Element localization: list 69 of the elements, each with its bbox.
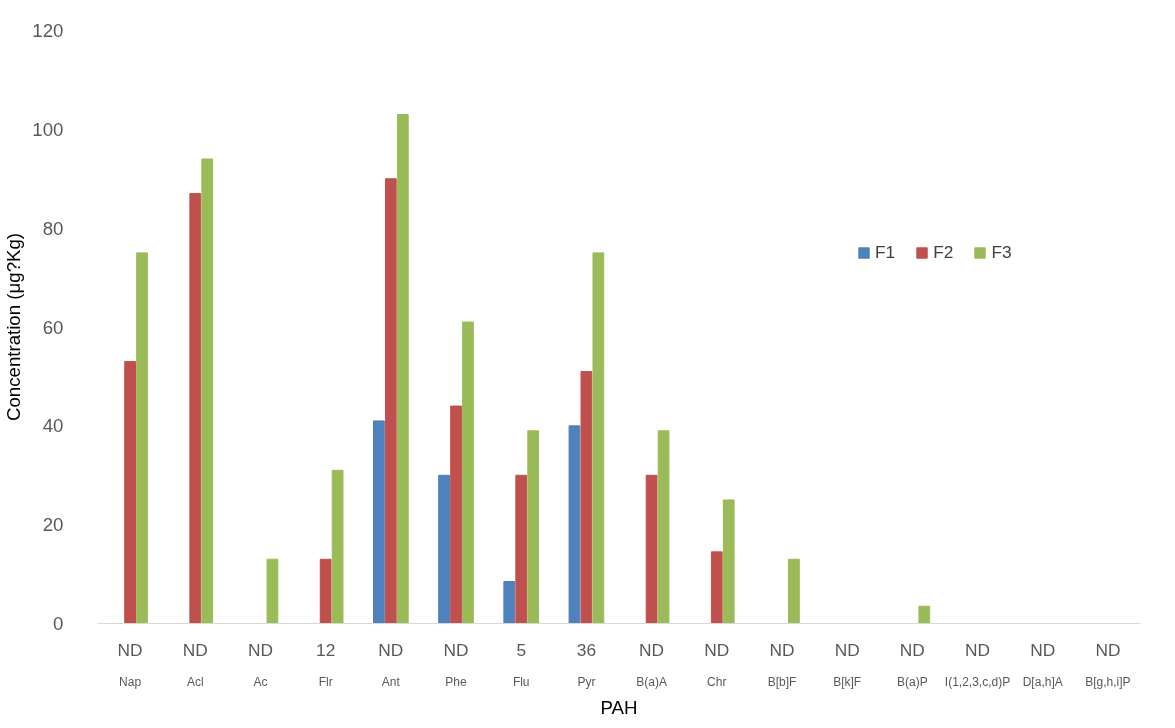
y-tick-label: 120 [32,20,64,41]
y-tick-label: 0 [53,613,64,634]
x-tick-label: Ant [381,674,401,689]
text: ND [639,639,665,660]
x-tick-label: B[g,h,i]P [1085,674,1131,689]
bar [384,178,397,624]
x-tick-label: Chr [707,674,727,689]
x-axis-title: PAH [600,696,638,718]
text: ND [117,639,143,660]
text: ND [834,639,860,660]
bar [580,370,593,624]
legend-label: F1 [875,242,896,263]
bar [788,558,800,624]
bar [462,321,474,624]
text: ND [378,639,404,660]
text: ND [247,639,273,660]
x-tick-label: B[k]F [833,674,862,689]
legend-label: F3 [991,242,1012,263]
text: 5 [516,639,527,660]
bar [527,430,540,624]
x-tick-label: B(a)A [636,674,667,689]
bar [645,474,658,624]
text: ND [1030,639,1056,660]
y-tick-label: 20 [42,514,64,536]
bar [503,581,516,624]
bar [189,193,202,624]
x-tick-label: Acl [186,674,204,689]
y-tick-label: 100 [32,118,64,140]
text: 12 [316,639,336,660]
bar [319,558,332,624]
text: ND [899,639,925,660]
text: ND [769,639,795,660]
bar [124,361,136,624]
x-tick-label: Flu [512,674,530,689]
bar [568,425,581,624]
text: 36 [576,639,597,660]
bar [515,474,528,624]
legend-label: F2 [933,242,954,263]
bar [373,420,385,624]
y-tick-label: 80 [42,217,64,239]
bar [918,605,931,624]
y-tick-label: 40 [42,415,64,437]
text: ND [965,639,991,660]
text: ND [443,639,469,660]
bar [438,474,450,624]
x-tick-label: I(1,2,3,c,d)P [944,674,1011,689]
bar [657,430,670,624]
bar [136,252,148,624]
text: ND [182,639,208,660]
x-tick-label: Ac [253,674,268,689]
x-tick-label: Phe [445,674,468,689]
bar [396,114,409,624]
bar [722,499,735,624]
x-tick-label: Nap [119,674,142,689]
bar [710,551,723,624]
text: ND [1095,639,1121,660]
bar [266,558,279,624]
y-axis-title: Concentration (μg?Kg) [3,232,25,422]
bar [331,469,344,624]
bar [201,158,214,624]
bar [592,252,605,624]
x-tick-label: Pyr [577,674,596,689]
x-tick-label: D[a,h]A [1022,674,1063,689]
x-tick-label: Flr [318,674,333,689]
bar [450,405,462,624]
y-tick-label: 60 [42,316,64,338]
x-tick-label: B(a)P [897,674,928,689]
x-tick-label: B[b]F [767,674,797,689]
text: ND [704,639,730,660]
